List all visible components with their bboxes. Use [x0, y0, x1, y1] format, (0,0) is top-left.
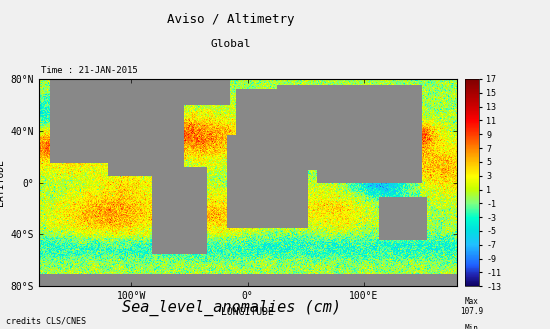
Text: Time : 21-JAN-2015: Time : 21-JAN-2015 — [41, 66, 138, 75]
Text: credits CLS/CNES: credits CLS/CNES — [6, 317, 85, 326]
Text: Sea_level_anomalies (cm): Sea_level_anomalies (cm) — [122, 300, 340, 316]
Text: Min
-94.1: Min -94.1 — [460, 323, 483, 329]
Text: Max
107.9: Max 107.9 — [460, 297, 483, 316]
Y-axis label: LATITUDE: LATITUDE — [0, 159, 4, 206]
Text: Global: Global — [211, 39, 251, 49]
Text: Aviso / Altimetry: Aviso / Altimetry — [167, 13, 295, 26]
X-axis label: LONGITUDE: LONGITUDE — [221, 307, 274, 316]
